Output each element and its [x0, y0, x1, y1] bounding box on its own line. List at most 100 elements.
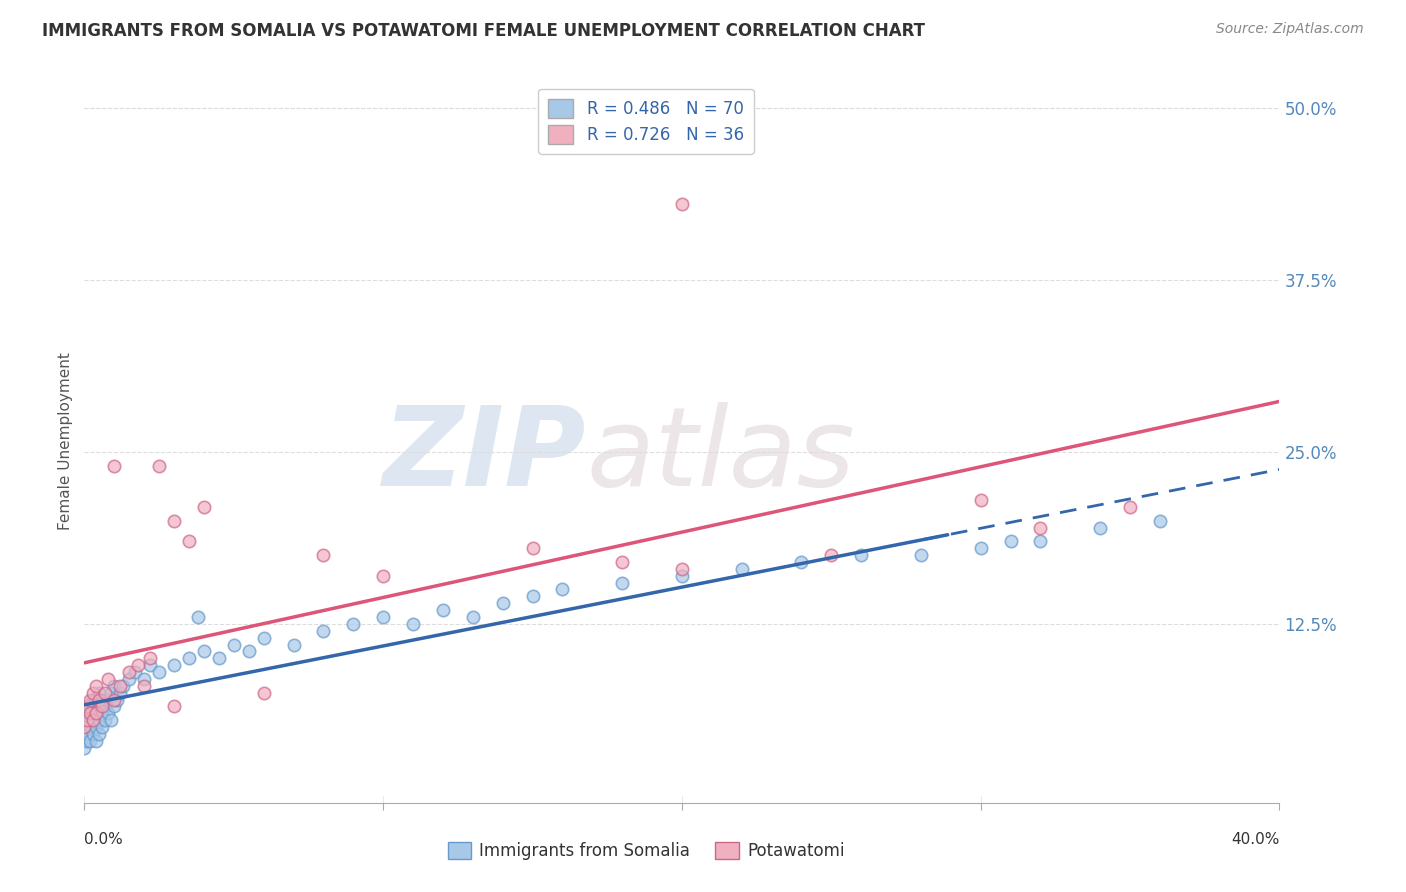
Point: [612, 555, 634, 569]
Point: [139, 651, 162, 665]
Point: [76, 699, 98, 714]
Point: [671, 568, 693, 582]
Point: [790, 555, 813, 569]
Point: [612, 575, 634, 590]
Point: [820, 548, 842, 562]
Point: [177, 651, 200, 665]
Point: [970, 541, 993, 556]
Point: [163, 658, 186, 673]
Point: [522, 590, 544, 604]
Text: Source: ZipAtlas.com: Source: ZipAtlas.com: [1216, 22, 1364, 37]
Text: 0.0%: 0.0%: [84, 831, 124, 847]
Point: [79, 706, 101, 721]
Point: [222, 638, 245, 652]
Point: [970, 493, 993, 508]
Point: [1000, 534, 1022, 549]
Point: [76, 734, 98, 748]
Point: [283, 638, 305, 652]
Text: ZIP: ZIP: [382, 402, 586, 509]
Point: [91, 706, 114, 721]
Point: [79, 734, 101, 748]
Point: [238, 644, 260, 658]
Point: [89, 692, 111, 706]
Point: [163, 699, 186, 714]
Point: [118, 672, 141, 686]
Point: [312, 548, 335, 562]
Point: [73, 720, 96, 734]
Point: [91, 692, 114, 706]
Point: [76, 720, 98, 734]
Point: [89, 713, 111, 727]
Point: [208, 651, 231, 665]
Point: [148, 458, 170, 473]
Point: [851, 548, 873, 562]
Point: [312, 624, 335, 638]
Point: [76, 706, 98, 721]
Point: [82, 692, 104, 706]
Point: [73, 740, 96, 755]
Point: [94, 686, 117, 700]
Point: [82, 713, 104, 727]
Point: [86, 734, 108, 748]
Y-axis label: Female Unemployment: Female Unemployment: [58, 352, 73, 531]
Point: [100, 713, 122, 727]
Point: [551, 582, 574, 597]
Point: [103, 699, 125, 714]
Point: [97, 692, 120, 706]
Point: [373, 610, 395, 624]
Point: [82, 713, 104, 727]
Point: [671, 562, 693, 576]
Point: [82, 699, 104, 714]
Point: [76, 727, 98, 741]
Point: [148, 665, 170, 679]
Text: 40.0%: 40.0%: [1232, 831, 1279, 847]
Point: [82, 686, 104, 700]
Point: [86, 720, 108, 734]
Text: IMMIGRANTS FROM SOMALIA VS POTAWATOMI FEMALE UNEMPLOYMENT CORRELATION CHART: IMMIGRANTS FROM SOMALIA VS POTAWATOMI FE…: [42, 22, 925, 40]
Point: [89, 699, 111, 714]
Point: [79, 713, 101, 727]
Point: [193, 644, 215, 658]
Point: [86, 706, 108, 721]
Point: [110, 686, 132, 700]
Point: [731, 562, 754, 576]
Point: [253, 631, 276, 645]
Point: [79, 706, 101, 721]
Point: [86, 692, 108, 706]
Point: [1029, 534, 1052, 549]
Point: [97, 706, 120, 721]
Point: [492, 596, 515, 610]
Point: [118, 665, 141, 679]
Point: [342, 616, 364, 631]
Point: [432, 603, 454, 617]
Point: [522, 541, 544, 556]
Point: [86, 679, 108, 693]
Point: [177, 534, 200, 549]
Text: atlas: atlas: [586, 402, 855, 509]
Point: [139, 658, 162, 673]
Legend: Immigrants from Somalia, Potawatomi: Immigrants from Somalia, Potawatomi: [441, 835, 851, 867]
Point: [97, 672, 120, 686]
Point: [103, 679, 125, 693]
Point: [132, 679, 156, 693]
Point: [100, 686, 122, 700]
Point: [1119, 500, 1142, 514]
Point: [103, 458, 125, 473]
Point: [94, 699, 117, 714]
Point: [94, 713, 117, 727]
Point: [79, 699, 101, 714]
Point: [373, 568, 395, 582]
Point: [103, 692, 125, 706]
Point: [79, 720, 101, 734]
Point: [76, 713, 98, 727]
Point: [112, 679, 135, 693]
Point: [105, 692, 128, 706]
Point: [402, 616, 425, 631]
Point: [91, 699, 114, 714]
Point: [91, 720, 114, 734]
Point: [132, 672, 156, 686]
Point: [1090, 520, 1112, 534]
Point: [671, 197, 693, 211]
Point: [86, 706, 108, 721]
Point: [89, 727, 111, 741]
